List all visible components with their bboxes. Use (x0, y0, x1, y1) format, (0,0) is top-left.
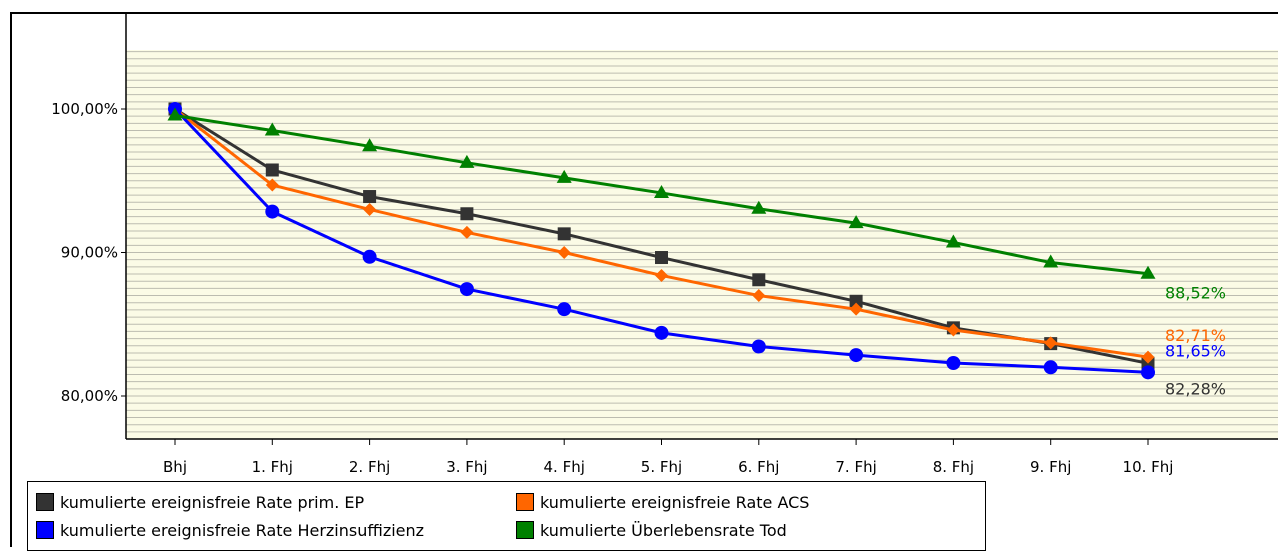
data-point (655, 268, 668, 282)
x-tick-label: Bhj (163, 458, 187, 476)
legend-item-prim-ep: kumulierte ereignisfreie Rate prim. EP (36, 489, 364, 515)
data-point (459, 154, 475, 168)
x-tick-label: 6. Fhj (738, 458, 779, 476)
data-point (654, 325, 669, 340)
data-point (1044, 336, 1058, 350)
legend-item-herzinsuffizienz: kumulierte ereignisfreie Rate Herzinsuff… (36, 517, 424, 543)
legend: kumulierte ereignisfreie Rate prim. EP k… (27, 481, 986, 551)
data-point (459, 282, 474, 297)
data-point (1141, 365, 1155, 380)
legend-swatch-icon (516, 493, 534, 511)
y-tick-label: 80,00% (61, 387, 118, 405)
legend-label: kumulierte Überlebensrate Tod (540, 520, 787, 540)
data-point (946, 355, 961, 370)
data-point (945, 234, 961, 248)
series-group (167, 102, 1156, 380)
data-point (265, 178, 279, 192)
data-point (655, 251, 668, 265)
data-point (557, 227, 571, 241)
x-tick-label: 1. Fhj (252, 458, 293, 476)
end-label: 88,52% (1165, 284, 1226, 303)
data-point (1043, 254, 1059, 268)
data-point (265, 204, 280, 219)
data-point (557, 246, 571, 259)
x-tick-label: 3. Fhj (446, 458, 487, 476)
series-2 (168, 102, 1155, 380)
data-point (460, 207, 474, 221)
x-axis-ticks: Bhj 1. Fhj 2. Fhj 3. Fhj 4. Fhj 5. Fhj 6. Fhj 7… (163, 439, 1173, 476)
data-point (556, 169, 572, 183)
data-point (751, 200, 767, 214)
end-label: 81,65% (1165, 341, 1226, 360)
axes (125, 12, 1278, 440)
legend-label: kumulierte ereignisfreie Rate prim. EP (60, 492, 365, 512)
x-tick-label: 9. Fhj (1030, 458, 1071, 476)
data-point (752, 289, 766, 303)
data-point (849, 348, 864, 363)
legend-swatch-icon (516, 521, 534, 539)
y-tick-label: 100,00% (51, 100, 118, 118)
legend-item-acs: kumulierte ereignisfreie Rate ACS (516, 489, 809, 515)
data-point (460, 225, 474, 239)
data-point (1043, 360, 1058, 375)
data-point (752, 273, 766, 287)
data-point (1140, 265, 1156, 279)
legend-swatch-icon (36, 493, 54, 511)
data-point (264, 122, 280, 136)
data-point (848, 215, 864, 229)
x-tick-label: 8. Fhj (933, 458, 974, 476)
x-tick-label: 2. Fhj (349, 458, 390, 476)
data-point (362, 249, 377, 264)
legend-label: kumulierte ereignisfreie Rate Herzinsuff… (60, 520, 425, 540)
data-point (167, 107, 183, 121)
series-3 (167, 107, 1156, 279)
x-tick-label: 4. Fhj (544, 458, 585, 476)
x-tick-label: 10. Fhj (1123, 458, 1174, 476)
data-point (557, 302, 572, 317)
data-point (849, 294, 863, 308)
x-tick-label: 5. Fhj (641, 458, 682, 476)
data-point (946, 323, 960, 337)
end-label: 82,28% (1165, 379, 1226, 398)
end-labels: 82,28% 82,71%81,65% 88,52% (1165, 284, 1226, 399)
data-point (849, 302, 863, 316)
legend-item-tod: kumulierte Überlebensrate Tod (516, 517, 787, 543)
y-tick-label: 90,00% (61, 244, 118, 262)
plot-background (126, 50, 1278, 439)
grid-lines (126, 51, 1278, 433)
legend-swatch-icon (36, 521, 54, 539)
data-point (654, 184, 669, 198)
y-axis-ticks: 100,00% 90,00% 80,00% (51, 100, 126, 405)
data-point (362, 138, 378, 152)
end-label: 82,71% (1165, 326, 1226, 345)
x-tick-label: 7. Fhj (835, 458, 876, 476)
data-point (363, 190, 377, 204)
data-point (751, 339, 766, 354)
data-point (1141, 350, 1155, 364)
chart-frame (10, 12, 1278, 547)
data-point (363, 202, 377, 216)
data-point (265, 163, 279, 177)
legend-label: kumulierte ereignisfreie Rate ACS (540, 492, 810, 512)
